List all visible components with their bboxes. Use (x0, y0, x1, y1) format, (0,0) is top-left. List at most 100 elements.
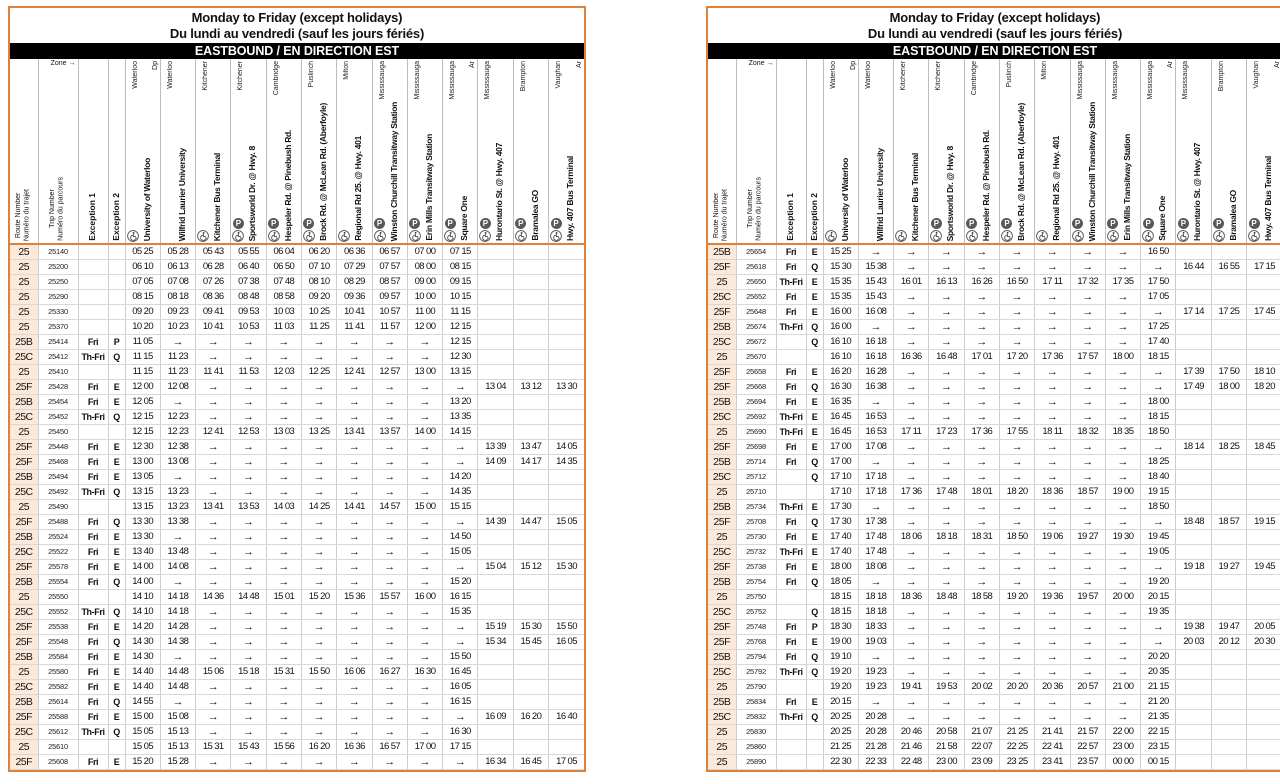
through-arrow-cell: → (336, 334, 373, 350)
route-cell: 25 (708, 589, 736, 605)
exception2-cell: E (805, 694, 823, 710)
time-cell (548, 349, 584, 365)
through-arrow-cell: → (230, 484, 267, 500)
exception1-cell: Fri (775, 304, 806, 320)
time-cell (1175, 739, 1212, 755)
time-cell (477, 604, 514, 620)
route-cell: 25 (708, 349, 736, 365)
time-cell (477, 274, 514, 290)
trip-row: 25F 25608 Fri E 15 20 15 28 → → → → → → → → 16 34 16 45… (10, 754, 584, 770)
time-cell: 18 14 (1175, 439, 1212, 455)
col-header-erin-mills-transitway-station: Mississauga Erin Mills Transitway Station… (1104, 59, 1141, 245)
parking-icon: P (930, 218, 942, 229)
through-arrow-cell: → (893, 649, 929, 665)
trip-row: 25B 25454 Fri E 12 05 → → → → → → → → 13 20 (10, 394, 584, 410)
through-arrow-cell: → (265, 484, 302, 500)
exception1-cell: Fri (775, 574, 806, 590)
through-arrow-cell: → (1069, 364, 1106, 380)
route-cell: 25 (10, 739, 38, 755)
trip-row: 25F 25618 Fri Q 15 30 15 38 → → → → → → → → 16 44 16 55… (708, 259, 1280, 275)
time-cell (1210, 754, 1247, 770)
through-arrow-cell: → (230, 409, 267, 425)
time-cell: 16 30 (406, 664, 443, 680)
trip-number-cell: 25580 (37, 664, 78, 680)
through-arrow-cell: → (928, 574, 965, 590)
time-cell (1210, 334, 1247, 350)
through-arrow-cell: → (998, 514, 1035, 530)
through-arrow-cell: → (893, 469, 929, 485)
exception1-cell: Th-Fri (775, 544, 806, 560)
time-cell: 16 09 (477, 709, 514, 725)
exception2-cell (107, 589, 125, 605)
trip-row: 25F 25428 Fri E 12 00 12 08 → → → → → → → → 13 04 13 12… (10, 379, 584, 395)
col-header-winston-churchill-transitway-station: Mississauga Winston Churchill Transitway … (371, 59, 408, 245)
accessible-icon (824, 230, 837, 242)
through-arrow-cell: → (1104, 454, 1141, 470)
through-arrow-cell: → (300, 619, 337, 635)
through-arrow-cell: → (928, 409, 965, 425)
time-cell: 05 25 (124, 244, 161, 260)
through-arrow-cell: → (928, 319, 965, 335)
through-arrow-cell: → (442, 559, 478, 575)
accessible-icon (1036, 230, 1049, 242)
trip-number-cell: 25830 (735, 724, 776, 740)
through-arrow-cell: → (442, 514, 478, 530)
through-arrow-cell: → (1034, 394, 1071, 410)
time-cell: 23 15 (1140, 739, 1176, 755)
parking-icon: P (374, 218, 386, 229)
through-arrow-cell: → (928, 604, 965, 620)
time-cell (1210, 709, 1247, 725)
time-cell: 17 25 (1210, 304, 1247, 320)
time-cell: 20 20 (1140, 649, 1176, 665)
trip-number-cell: 25692 (735, 409, 776, 425)
exception1-cell: Th-Fri (775, 424, 806, 440)
through-arrow-cell: → (230, 394, 267, 410)
time-cell: 17 01 (963, 349, 1000, 365)
route-cell: 25 (10, 304, 38, 320)
time-cell (1175, 469, 1212, 485)
through-arrow-cell: → (230, 529, 267, 545)
trip-row: 25C 25492 Th-Fri Q 13 15 13 23 → → → → → → → 14 35 (10, 484, 584, 500)
through-arrow-cell: → (265, 394, 302, 410)
time-cell (512, 409, 549, 425)
trip-number-cell: 25752 (735, 604, 776, 620)
time-cell: 17 30 (822, 514, 859, 530)
trip-row: 25B 25614 Fri Q 14 55 → → → → → → → → 16 15 (10, 694, 584, 710)
stop-name: Bramalea GO (529, 190, 540, 241)
time-cell: 20 30 (1246, 634, 1280, 650)
exception1-cell: Fri (77, 559, 108, 575)
stop-name: Brock Rd. @ McLean Rd. (Aberfoyle) (1015, 103, 1026, 241)
trip-number-cell: 25524 (37, 529, 78, 545)
col-header-trip-number: Zone → Trip Number Numéro du parcours (735, 59, 776, 245)
exception1-cell: Th-Fri (775, 409, 806, 425)
exception2-cell: P (107, 334, 125, 350)
col-header-hespeler-rd-pinebush-rd: Cambridge Hespeler Rd. @ Pinebush Rd. P (963, 59, 1000, 245)
col-header-wilfrid-laurier-university: Waterloo Wilfrid Laurier University (857, 59, 894, 245)
accessible-icon (1212, 230, 1225, 242)
trip-number-cell: 25708 (735, 514, 776, 530)
time-cell (548, 259, 584, 275)
time-cell: 14 20 (442, 469, 478, 485)
exception1-cell: Fri (77, 334, 108, 350)
through-arrow-cell: → (371, 754, 408, 770)
through-arrow-cell: → (195, 754, 231, 770)
exception2-cell (107, 739, 125, 755)
exception2-cell (107, 319, 125, 335)
exception1-cell: Th-Fri (775, 274, 806, 290)
accessible-icon (126, 230, 139, 242)
through-arrow-cell: → (336, 544, 373, 560)
time-cell: 15 00 (406, 499, 443, 515)
exception2-cell: E (107, 619, 125, 635)
time-cell (1246, 334, 1280, 350)
time-cell: 16 53 (857, 409, 894, 425)
trip-number-cell: 25330 (37, 304, 78, 320)
col-header-erin-mills-transitway-station: Mississauga Erin Mills Transitway Station… (406, 59, 443, 245)
timetable-left: Monday to Friday (except holidays) Du lu… (8, 6, 586, 772)
exception2-cell: Q (107, 634, 125, 650)
through-arrow-cell: → (1034, 559, 1071, 575)
through-arrow-cell: → (1069, 379, 1106, 395)
through-arrow-cell: → (406, 439, 443, 455)
through-arrow-cell: → (998, 664, 1035, 680)
through-arrow-cell: → (230, 724, 267, 740)
time-cell: 13 40 (124, 544, 161, 560)
